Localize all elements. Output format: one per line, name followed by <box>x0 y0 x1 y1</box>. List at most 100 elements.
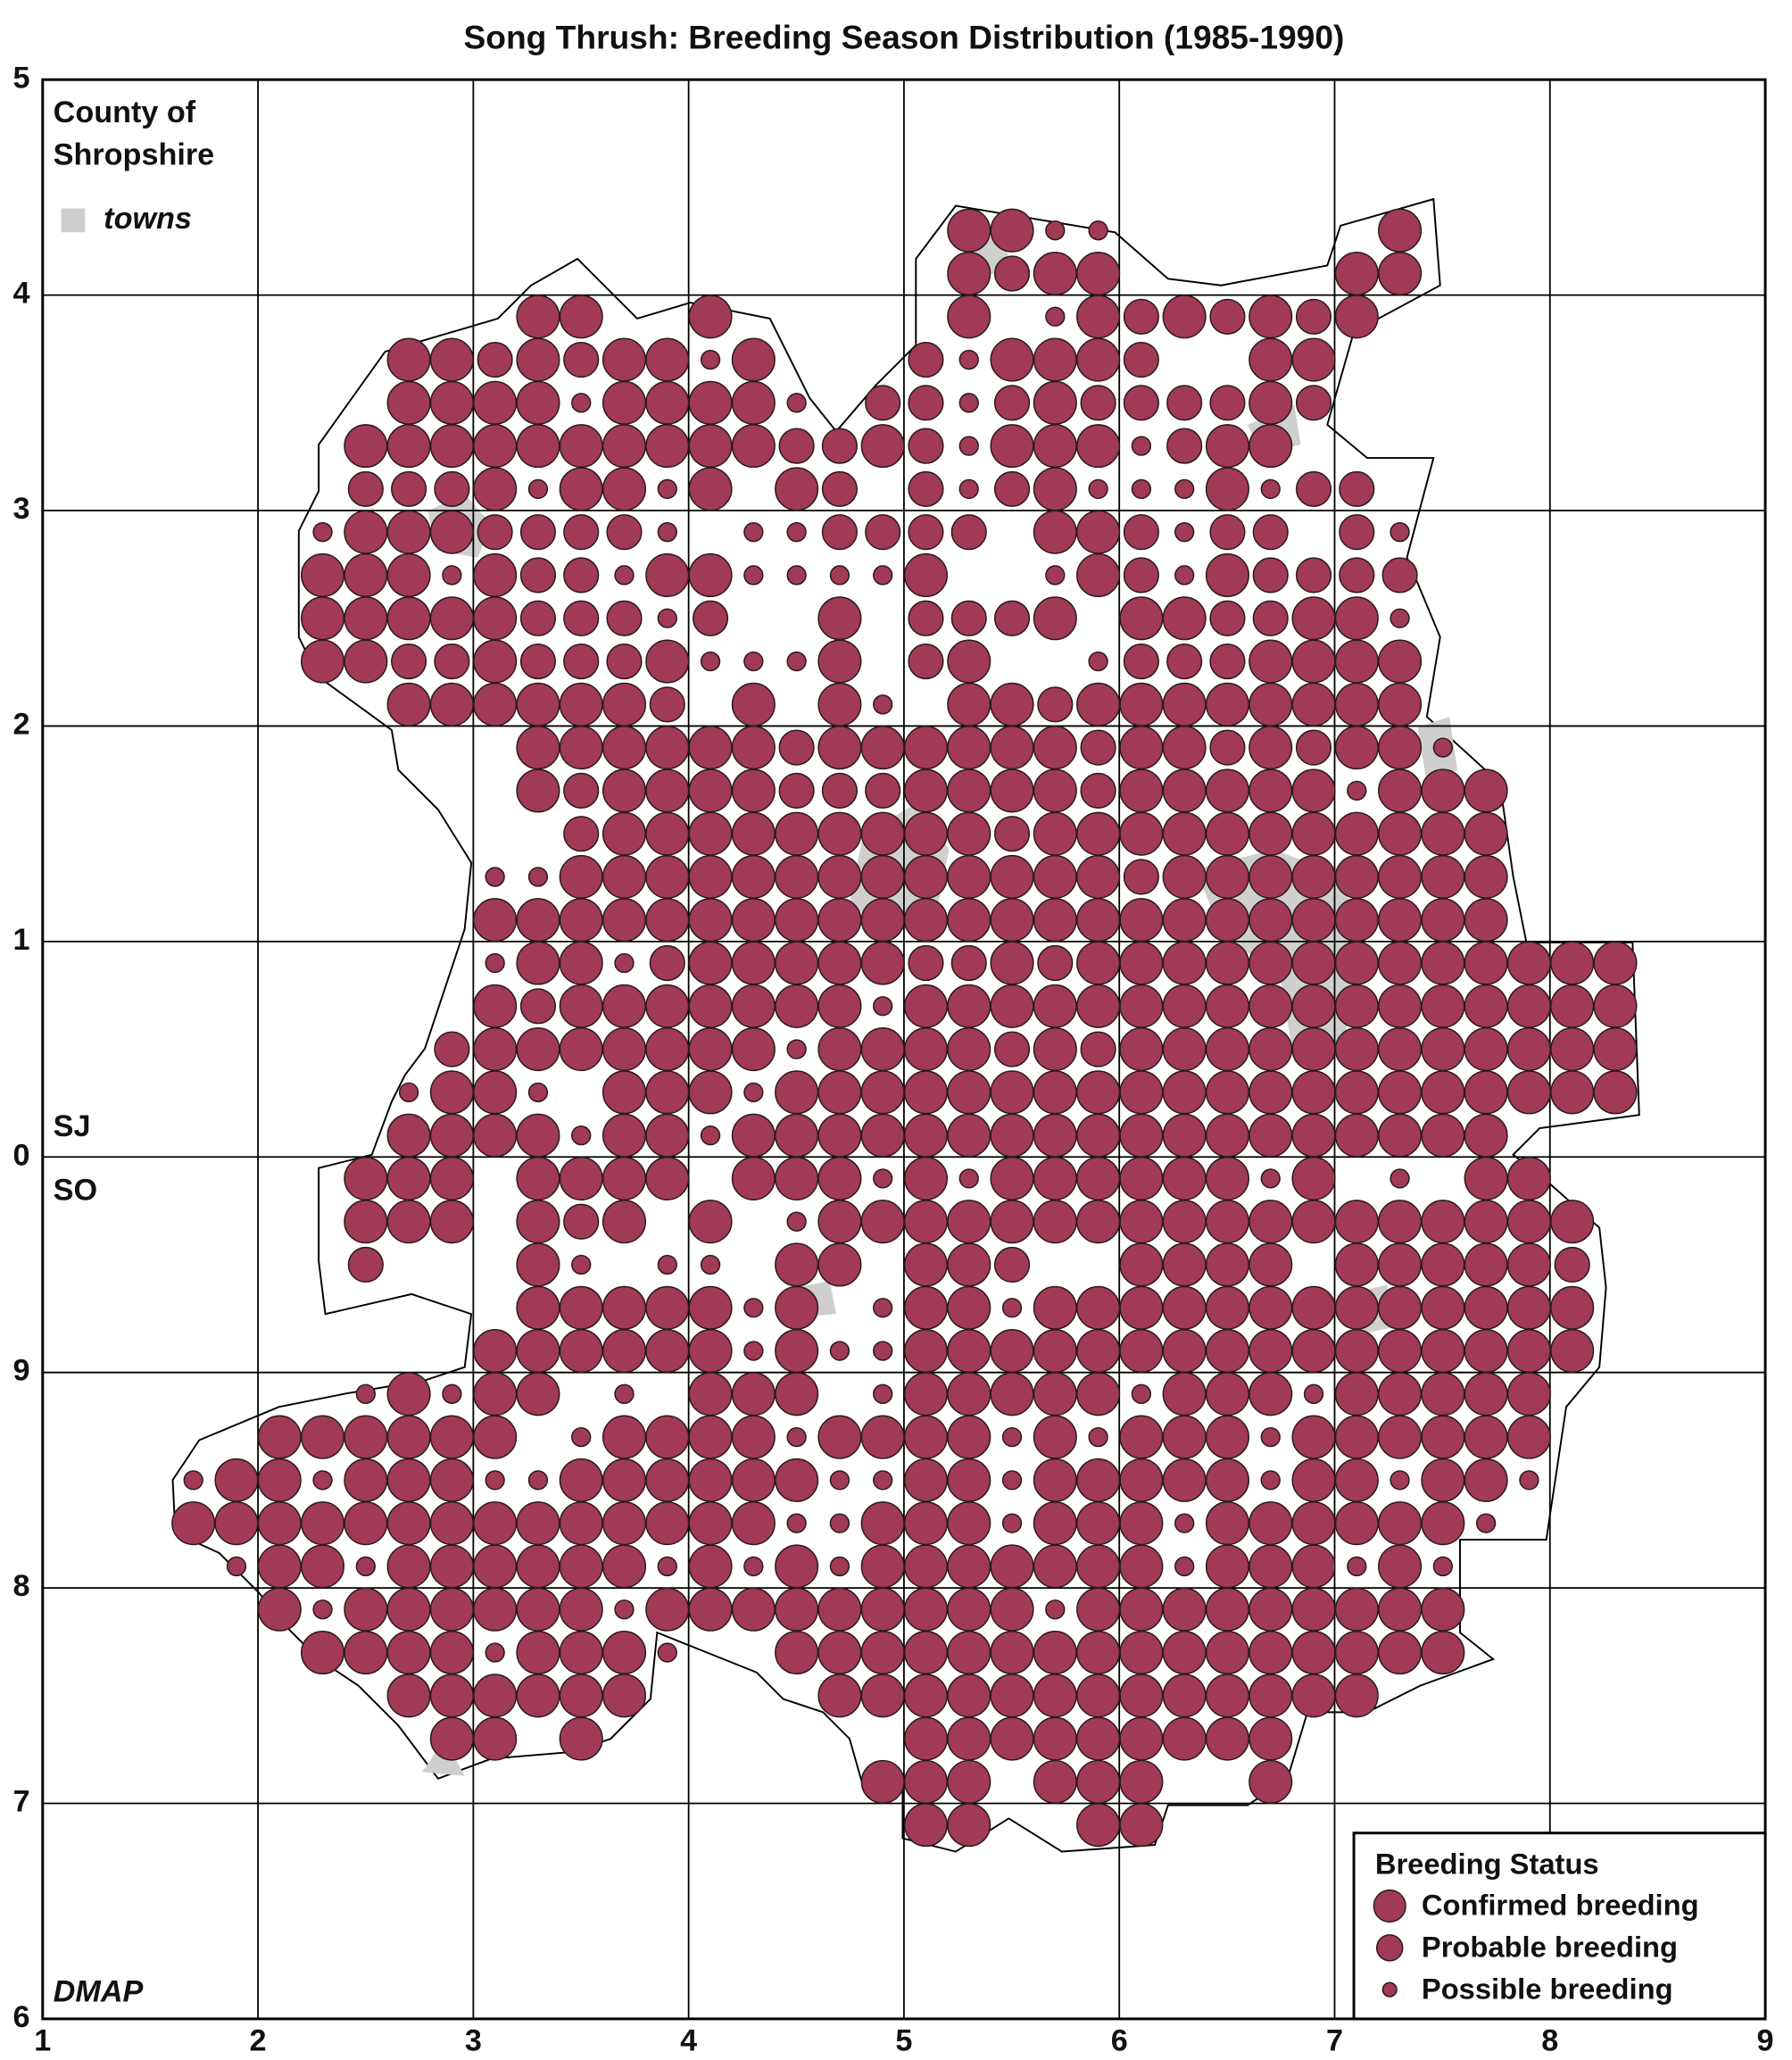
tetrad-dot <box>1205 1674 1249 1718</box>
tetrad-dot <box>688 811 733 856</box>
tetrad-dot <box>1339 470 1375 507</box>
tetrad-dot <box>786 651 807 672</box>
tetrad-dot <box>1378 1200 1423 1244</box>
tetrad-dot <box>1205 1328 1249 1374</box>
tetrad-dot <box>1076 295 1121 339</box>
tetrad-dot <box>601 467 647 511</box>
tetrad-dot <box>1209 643 1246 680</box>
county-label: County of <box>54 96 196 129</box>
tetrad-dot <box>903 768 949 813</box>
tetrad-dot <box>1033 854 1077 899</box>
tetrad-dot <box>645 1501 690 1546</box>
tetrad-dot <box>1205 1156 1249 1200</box>
tetrad-dot <box>1119 898 1164 943</box>
tetrad-dot <box>947 639 991 684</box>
tetrad-dot <box>1506 1156 1551 1200</box>
tetrad-dot <box>817 1200 862 1244</box>
tetrad-dot <box>1123 557 1159 594</box>
tetrad-dot <box>1205 1070 1249 1115</box>
tetrad-dot <box>1249 1242 1293 1287</box>
tetrad-dot <box>1334 1415 1379 1459</box>
tetrad-dot <box>1464 898 1508 943</box>
tetrad-dot <box>1033 768 1077 813</box>
tetrad-dot <box>300 1544 345 1589</box>
legend-marker <box>1375 1934 1404 1962</box>
tetrad-dot <box>947 1328 991 1374</box>
tetrad-dot <box>1119 1803 1164 1848</box>
tetrad-dot <box>386 1630 431 1675</box>
y-tick-label: 4 <box>12 277 29 311</box>
tetrad-dot <box>1174 522 1195 543</box>
tetrad-dot <box>1174 478 1195 500</box>
tetrad-dot <box>1378 208 1423 253</box>
tetrad-dot <box>516 726 560 770</box>
tetrad-dot <box>1205 1415 1249 1459</box>
tetrad-dot <box>645 984 690 1028</box>
tetrad-dot <box>645 380 690 425</box>
tetrad-dot <box>903 1200 949 1244</box>
tetrad-dot <box>516 424 560 469</box>
tetrad-dot <box>873 1298 893 1318</box>
tetrad-dot <box>559 1630 603 1675</box>
tetrad-dot <box>601 1156 647 1200</box>
tetrad-dot <box>908 385 944 421</box>
tetrad-dot <box>1295 385 1332 421</box>
tetrad-dot <box>731 337 776 382</box>
x-tick-label: 3 <box>465 2024 482 2058</box>
tetrad-dot <box>1334 1458 1379 1502</box>
tetrad-dot <box>559 1544 603 1589</box>
tetrad-dot <box>386 1200 431 1244</box>
tetrad-dot <box>990 984 1034 1028</box>
tetrad-dot <box>1033 424 1077 469</box>
tetrad-dot <box>903 1630 949 1675</box>
tetrad-dot <box>873 565 893 586</box>
tetrad-dot <box>1464 1458 1508 1502</box>
tetrad-dot <box>829 1341 850 1361</box>
tetrad-dot <box>947 251 991 296</box>
tetrad-dot <box>865 772 901 809</box>
tetrad-dot <box>786 1513 807 1533</box>
tetrad-dot <box>731 984 776 1028</box>
tetrad-dot <box>688 295 733 339</box>
tetrad-dot <box>817 596 862 641</box>
tetrad-dot <box>1593 941 1638 985</box>
tetrad-dot <box>257 1415 302 1459</box>
tetrad-dot <box>817 1630 862 1675</box>
tetrad-dot <box>990 768 1034 813</box>
tetrad-dot <box>775 1372 819 1416</box>
tetrad-dot <box>1162 726 1207 770</box>
tetrad-dot <box>1464 941 1508 985</box>
tetrad-dot <box>990 1587 1034 1632</box>
tetrad-dot <box>688 380 733 425</box>
tetrad-dot <box>731 1458 776 1502</box>
tetrad-dot <box>1249 1328 1293 1374</box>
tetrad-dot <box>1033 1415 1077 1459</box>
tetrad-dot <box>1205 1544 1249 1589</box>
tetrad-dot <box>775 1328 819 1374</box>
tetrad-dot <box>1174 1556 1195 1577</box>
tetrad-dot <box>1076 984 1121 1028</box>
tetrad-dot <box>990 208 1034 253</box>
tetrad-dot <box>688 941 733 985</box>
tetrad-dot <box>1249 1630 1293 1675</box>
tetrad-dot <box>601 854 647 899</box>
tetrad-dot <box>873 1341 893 1361</box>
tetrad-dot <box>903 1803 949 1848</box>
tetrad-dot <box>614 565 635 586</box>
tetrad-dot <box>1119 1674 1164 1718</box>
tetrad-dot <box>1088 651 1108 672</box>
tetrad-dot <box>1076 854 1121 899</box>
tetrad-dot <box>1080 385 1116 421</box>
tetrad-dot <box>817 941 862 985</box>
tetrad-dot <box>1378 251 1423 296</box>
tetrad-dot <box>1076 898 1121 943</box>
tetrad-dot <box>606 514 643 551</box>
tetrad-dot <box>1378 726 1423 770</box>
tetrad-dot <box>817 1415 862 1459</box>
tetrad-dot <box>817 682 862 727</box>
tetrad-dot <box>559 1716 603 1761</box>
tetrad-dot <box>386 1415 431 1459</box>
tetrad-dot <box>1421 854 1465 899</box>
tetrad-dot <box>1162 854 1207 899</box>
tetrad-dot <box>1209 298 1246 335</box>
